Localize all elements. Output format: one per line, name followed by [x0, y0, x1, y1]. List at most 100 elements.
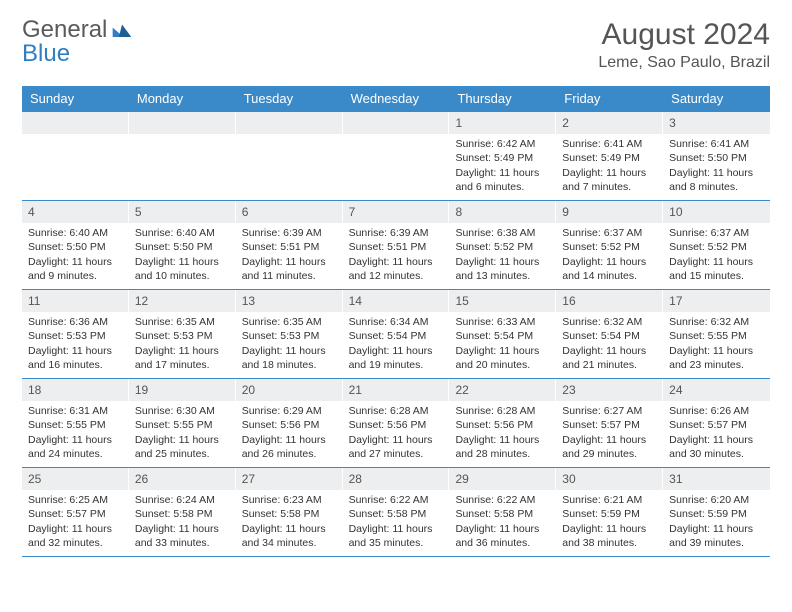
day-details: Sunrise: 6:20 AMSunset: 5:59 PMDaylight:…: [663, 490, 770, 556]
daylight-text-1: Daylight: 11 hours: [669, 522, 764, 536]
daylight-text-1: Daylight: 11 hours: [242, 522, 337, 536]
dow-wednesday: Wednesday: [343, 86, 450, 111]
sunset-text: Sunset: 5:56 PM: [455, 418, 550, 432]
daylight-text-2: and 8 minutes.: [669, 180, 764, 194]
daylight-text-2: and 20 minutes.: [455, 358, 550, 372]
day-number: 29: [449, 468, 556, 490]
sunrise-text: Sunrise: 6:21 AM: [562, 493, 657, 507]
sunset-text: Sunset: 5:52 PM: [455, 240, 550, 254]
day-number: [343, 112, 450, 134]
day-details: Sunrise: 6:27 AMSunset: 5:57 PMDaylight:…: [556, 401, 663, 467]
day-details: Sunrise: 6:21 AMSunset: 5:59 PMDaylight:…: [556, 490, 663, 556]
dow-tuesday: Tuesday: [236, 86, 343, 111]
day-number: 15: [449, 290, 556, 312]
daylight-text-1: Daylight: 11 hours: [135, 255, 230, 269]
daylight-text-2: and 29 minutes.: [562, 447, 657, 461]
day-number: 12: [129, 290, 236, 312]
calendar-cell: 11Sunrise: 6:36 AMSunset: 5:53 PMDayligh…: [22, 290, 129, 378]
sunset-text: Sunset: 5:53 PM: [135, 329, 230, 343]
sunrise-text: Sunrise: 6:27 AM: [562, 404, 657, 418]
calendar-cell: 9Sunrise: 6:37 AMSunset: 5:52 PMDaylight…: [556, 201, 663, 289]
day-details: Sunrise: 6:35 AMSunset: 5:53 PMDaylight:…: [236, 312, 343, 378]
sunrise-text: Sunrise: 6:31 AM: [28, 404, 123, 418]
sunrise-text: Sunrise: 6:22 AM: [455, 493, 550, 507]
sunrise-text: Sunrise: 6:36 AM: [28, 315, 123, 329]
day-details: Sunrise: 6:26 AMSunset: 5:57 PMDaylight:…: [663, 401, 770, 467]
calendar-cell: 5Sunrise: 6:40 AMSunset: 5:50 PMDaylight…: [129, 201, 236, 289]
daylight-text-1: Daylight: 11 hours: [669, 344, 764, 358]
sunrise-text: Sunrise: 6:40 AM: [135, 226, 230, 240]
day-number: 30: [556, 468, 663, 490]
daylight-text-2: and 32 minutes.: [28, 536, 123, 550]
sunset-text: Sunset: 5:51 PM: [349, 240, 444, 254]
calendar-cell: 22Sunrise: 6:28 AMSunset: 5:56 PMDayligh…: [449, 379, 556, 467]
calendar-cell: 13Sunrise: 6:35 AMSunset: 5:53 PMDayligh…: [236, 290, 343, 378]
daylight-text-1: Daylight: 11 hours: [455, 255, 550, 269]
day-number: 11: [22, 290, 129, 312]
daylight-text-1: Daylight: 11 hours: [562, 255, 657, 269]
day-number: [236, 112, 343, 134]
calendar-cell: 10Sunrise: 6:37 AMSunset: 5:52 PMDayligh…: [663, 201, 770, 289]
sunrise-text: Sunrise: 6:28 AM: [349, 404, 444, 418]
daylight-text-2: and 34 minutes.: [242, 536, 337, 550]
sunrise-text: Sunrise: 6:37 AM: [562, 226, 657, 240]
calendar-row: 1Sunrise: 6:42 AMSunset: 5:49 PMDaylight…: [22, 111, 770, 201]
calendar-cell: 16Sunrise: 6:32 AMSunset: 5:54 PMDayligh…: [556, 290, 663, 378]
day-number: 23: [556, 379, 663, 401]
sunrise-text: Sunrise: 6:33 AM: [455, 315, 550, 329]
sunrise-text: Sunrise: 6:34 AM: [349, 315, 444, 329]
day-details: Sunrise: 6:34 AMSunset: 5:54 PMDaylight:…: [343, 312, 450, 378]
daylight-text-2: and 25 minutes.: [135, 447, 230, 461]
daylight-text-1: Daylight: 11 hours: [562, 344, 657, 358]
daylight-text-2: and 17 minutes.: [135, 358, 230, 372]
dow-monday: Monday: [129, 86, 236, 111]
day-number: 13: [236, 290, 343, 312]
daylight-text-1: Daylight: 11 hours: [455, 433, 550, 447]
sunset-text: Sunset: 5:49 PM: [562, 151, 657, 165]
calendar-cell: 7Sunrise: 6:39 AMSunset: 5:51 PMDaylight…: [343, 201, 450, 289]
sunset-text: Sunset: 5:57 PM: [562, 418, 657, 432]
day-number: 8: [449, 201, 556, 223]
day-details: Sunrise: 6:36 AMSunset: 5:53 PMDaylight:…: [22, 312, 129, 378]
daylight-text-2: and 6 minutes.: [455, 180, 550, 194]
calendar: Sunday Monday Tuesday Wednesday Thursday…: [22, 86, 770, 557]
daylight-text-1: Daylight: 11 hours: [669, 166, 764, 180]
brand-mark-icon: [111, 18, 133, 42]
calendar-header-row: Sunday Monday Tuesday Wednesday Thursday…: [22, 86, 770, 111]
daylight-text-2: and 33 minutes.: [135, 536, 230, 550]
calendar-cell: 4Sunrise: 6:40 AMSunset: 5:50 PMDaylight…: [22, 201, 129, 289]
daylight-text-2: and 12 minutes.: [349, 269, 444, 283]
calendar-cell: 19Sunrise: 6:30 AMSunset: 5:55 PMDayligh…: [129, 379, 236, 467]
sunset-text: Sunset: 5:56 PM: [349, 418, 444, 432]
calendar-cell: 14Sunrise: 6:34 AMSunset: 5:54 PMDayligh…: [343, 290, 450, 378]
calendar-row: 18Sunrise: 6:31 AMSunset: 5:55 PMDayligh…: [22, 379, 770, 468]
daylight-text-2: and 27 minutes.: [349, 447, 444, 461]
day-details: Sunrise: 6:42 AMSunset: 5:49 PMDaylight:…: [449, 134, 556, 200]
day-details: Sunrise: 6:24 AMSunset: 5:58 PMDaylight:…: [129, 490, 236, 556]
calendar-cell: 26Sunrise: 6:24 AMSunset: 5:58 PMDayligh…: [129, 468, 236, 556]
calendar-cell: 6Sunrise: 6:39 AMSunset: 5:51 PMDaylight…: [236, 201, 343, 289]
daylight-text-1: Daylight: 11 hours: [562, 433, 657, 447]
day-number: 25: [22, 468, 129, 490]
sunrise-text: Sunrise: 6:32 AM: [562, 315, 657, 329]
daylight-text-1: Daylight: 11 hours: [242, 255, 337, 269]
title-block: August 2024 Leme, Sao Paulo, Brazil: [598, 18, 770, 72]
day-number: 21: [343, 379, 450, 401]
calendar-cell: 27Sunrise: 6:23 AMSunset: 5:58 PMDayligh…: [236, 468, 343, 556]
day-number: 24: [663, 379, 770, 401]
dow-saturday: Saturday: [663, 86, 770, 111]
sunset-text: Sunset: 5:59 PM: [562, 507, 657, 521]
sunrise-text: Sunrise: 6:32 AM: [669, 315, 764, 329]
sunset-text: Sunset: 5:56 PM: [242, 418, 337, 432]
calendar-cell: 18Sunrise: 6:31 AMSunset: 5:55 PMDayligh…: [22, 379, 129, 467]
daylight-text-1: Daylight: 11 hours: [135, 433, 230, 447]
daylight-text-1: Daylight: 11 hours: [28, 433, 123, 447]
location-text: Leme, Sao Paulo, Brazil: [598, 54, 770, 72]
daylight-text-2: and 35 minutes.: [349, 536, 444, 550]
day-number: 4: [22, 201, 129, 223]
day-number: 10: [663, 201, 770, 223]
sunrise-text: Sunrise: 6:24 AM: [135, 493, 230, 507]
day-details: Sunrise: 6:33 AMSunset: 5:54 PMDaylight:…: [449, 312, 556, 378]
brand-logo: GeneralBlue: [22, 18, 133, 66]
sunrise-text: Sunrise: 6:23 AM: [242, 493, 337, 507]
